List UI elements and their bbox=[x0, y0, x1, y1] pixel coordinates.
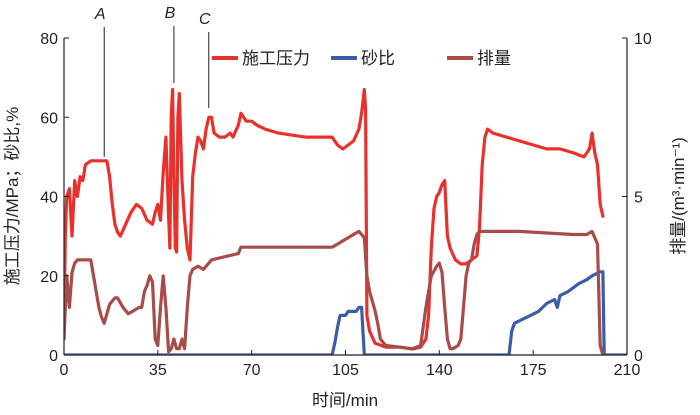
x-axis-title: 时间/min bbox=[312, 391, 378, 410]
y-left-tick-label-80: 80 bbox=[40, 31, 58, 48]
y-right-tick-label-10: 10 bbox=[634, 31, 652, 48]
y-axis-right-title: 排量/(m³·min⁻¹) bbox=[669, 137, 688, 255]
annotation-layer: A B C bbox=[94, 5, 211, 157]
x-tick-label-210: 210 bbox=[614, 362, 641, 379]
y-axis-left-title: 施工压力/MPa；砂比,% bbox=[3, 107, 22, 286]
x-tick-label-140: 140 bbox=[426, 362, 453, 379]
legend-label-sand-ratio: 砂比 bbox=[361, 49, 395, 68]
x-tick-label-0: 0 bbox=[60, 362, 69, 379]
x-tick-label-175: 175 bbox=[520, 362, 547, 379]
displacement-line bbox=[64, 229, 605, 355]
y-left-tick-label-40: 40 bbox=[40, 190, 58, 207]
annotation-label-c: C bbox=[199, 11, 211, 28]
pressure-line bbox=[64, 87, 605, 351]
annotation-label-b: B bbox=[165, 5, 176, 22]
sand-ratio-line bbox=[64, 270, 627, 355]
y-right-tick-label-5: 5 bbox=[634, 190, 643, 207]
x-tick-label-105: 105 bbox=[332, 362, 359, 379]
legend: 施工压力 砂比 排量 bbox=[212, 49, 511, 68]
series-layer bbox=[64, 87, 627, 355]
y-left-tick-label-20: 20 bbox=[40, 269, 58, 286]
x-tick-label-35: 35 bbox=[149, 362, 167, 379]
y-left-tick-label-60: 60 bbox=[40, 110, 58, 127]
legend-label-displacement: 排量 bbox=[477, 49, 511, 68]
x-tick-label-70: 70 bbox=[243, 362, 261, 379]
legend-label-pressure: 施工压力 bbox=[242, 49, 310, 68]
annotation-label-a: A bbox=[94, 6, 106, 23]
y-right-tick-label-0: 0 bbox=[634, 348, 643, 365]
y-left-tick-label-0: 0 bbox=[49, 348, 58, 365]
